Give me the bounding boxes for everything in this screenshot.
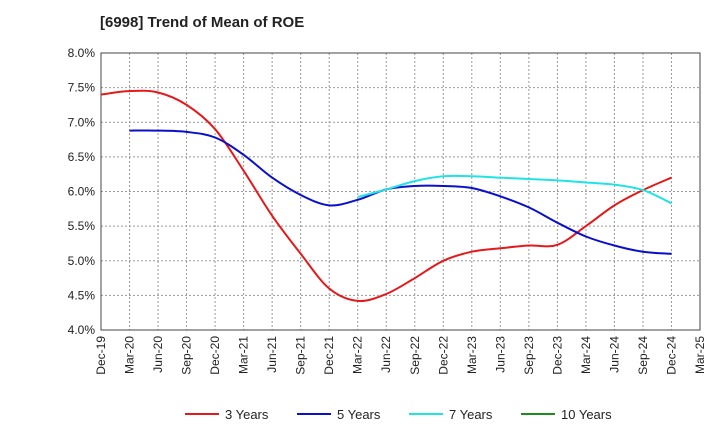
grid <box>100 52 701 331</box>
y-tick-label: 6.5% <box>68 150 96 164</box>
x-tick-label: Mar-23 <box>465 336 479 374</box>
legend-label-7-years: 7 Years <box>449 407 493 422</box>
x-tick-label: Mar-21 <box>237 336 251 374</box>
y-tick-label: 4.0% <box>68 323 96 337</box>
x-tick-label: Mar-22 <box>351 336 365 374</box>
y-tick-label: 8.0% <box>68 46 96 60</box>
legend-label-3-years: 3 Years <box>225 407 269 422</box>
y-tick-label: 7.0% <box>68 115 96 129</box>
x-tick-label: Dec-20 <box>208 336 222 375</box>
legend-label-5-years: 5 Years <box>337 407 381 422</box>
y-tick-label: 6.0% <box>68 185 96 199</box>
x-axis-ticks: Dec-19 Mar-20 Jun-20 Sep-20 Dec-20 Mar-21 Jun-… <box>94 336 707 375</box>
x-tick-label: Sep-24 <box>636 336 650 375</box>
y-tick-label: 5.0% <box>68 254 96 268</box>
y-tick-label: 4.5% <box>68 288 96 302</box>
legend-label-10-years: 10 Years <box>561 407 612 422</box>
x-tick-label: Jun-22 <box>379 336 393 373</box>
plot-frame <box>100 52 701 331</box>
x-tick-label: Jun-21 <box>265 336 279 373</box>
series-line-7-years <box>357 174 672 205</box>
x-tick-label: Dec-24 <box>664 336 678 375</box>
y-tick-label: 7.5% <box>68 81 96 95</box>
x-tick-label: Sep-20 <box>180 336 194 375</box>
x-tick-label: Dec-19 <box>94 336 108 375</box>
x-tick-label: Mar-25 <box>693 336 707 374</box>
x-tick-label: Jun-23 <box>493 336 507 373</box>
x-tick-label: Dec-21 <box>322 336 336 375</box>
x-tick-label: Jun-20 <box>151 336 165 373</box>
x-tick-label: Mar-20 <box>123 336 137 374</box>
x-tick-label: Dec-23 <box>550 336 564 375</box>
series-lines <box>100 89 672 303</box>
series-line-5-years <box>129 129 672 255</box>
x-tick-label: Dec-22 <box>436 336 450 375</box>
x-tick-label: Mar-24 <box>579 336 593 374</box>
chart-title: [6998] Trend of Mean of ROE <box>100 14 305 31</box>
x-tick-label: Sep-23 <box>522 336 536 375</box>
x-tick-label: Jun-24 <box>607 336 621 373</box>
x-tick-label: Sep-22 <box>408 336 422 375</box>
y-axis-ticks: 8.0% 7.5% 7.0% 6.5% 6.0% 5.5% 5.0% 4.5% 4.0% <box>68 46 96 337</box>
x-tick-label: Sep-21 <box>294 336 308 375</box>
legend: 3 Years 5 Years 7 Years 10 Years <box>185 407 612 422</box>
y-tick-label: 5.5% <box>68 219 96 233</box>
